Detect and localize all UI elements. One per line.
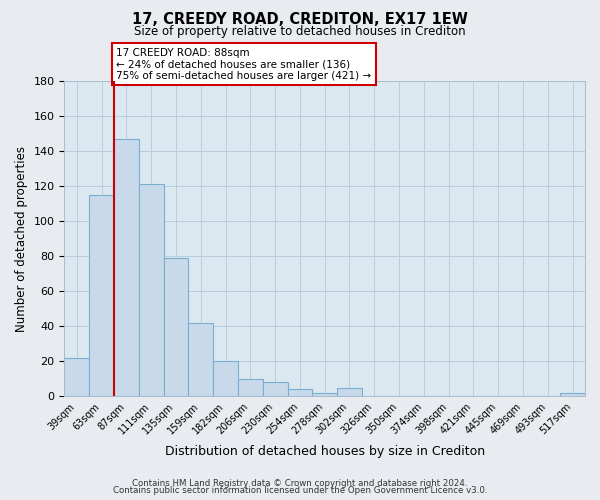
Bar (213, 362, 238, 396)
Bar (263, 382, 287, 396)
Y-axis label: Number of detached properties: Number of detached properties (15, 146, 28, 332)
X-axis label: Distribution of detached houses by size in Crediton: Distribution of detached houses by size … (164, 444, 485, 458)
Text: Size of property relative to detached houses in Crediton: Size of property relative to detached ho… (134, 25, 466, 38)
Bar (313, 393, 337, 396)
Bar (188, 322, 213, 396)
Bar (114, 138, 139, 396)
Text: Contains HM Land Registry data © Crown copyright and database right 2024.: Contains HM Land Registry data © Crown c… (132, 478, 468, 488)
Bar (89, 194, 114, 396)
Bar (164, 258, 188, 396)
Text: 17 CREEDY ROAD: 88sqm
← 24% of detached houses are smaller (136)
75% of semi-det: 17 CREEDY ROAD: 88sqm ← 24% of detached … (116, 48, 371, 80)
Bar (337, 388, 362, 396)
Bar (238, 379, 263, 396)
Text: Contains public sector information licensed under the Open Government Licence v3: Contains public sector information licen… (113, 486, 487, 495)
Bar (139, 184, 164, 396)
Bar (287, 390, 313, 396)
Text: 17, CREEDY ROAD, CREDITON, EX17 1EW: 17, CREEDY ROAD, CREDITON, EX17 1EW (132, 12, 468, 28)
Bar (560, 393, 585, 396)
Bar (64, 358, 89, 397)
